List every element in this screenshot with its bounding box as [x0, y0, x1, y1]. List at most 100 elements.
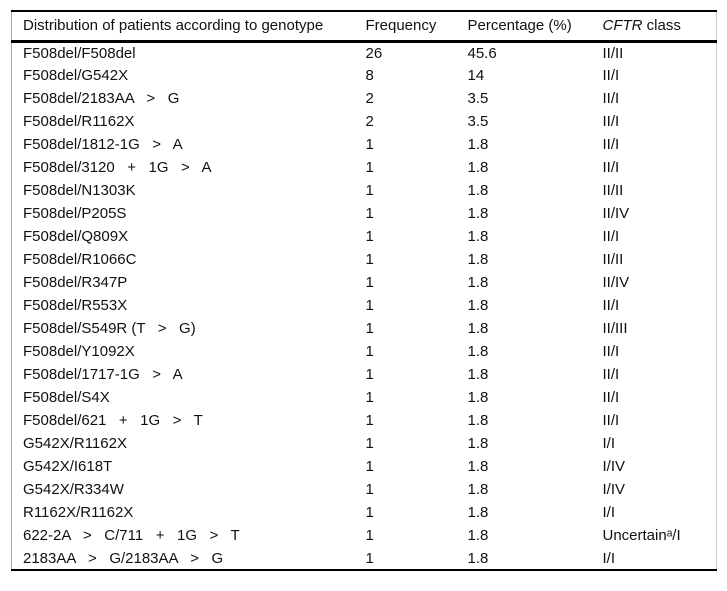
frequency-cell: 2: [365, 90, 374, 107]
frequency-cell: 26: [365, 44, 383, 62]
genotype-cell: F508del/N1303K: [23, 182, 136, 199]
table-row: F508del/Y1092X 1 1.8 II/I: [12, 340, 717, 363]
percentage-cell: 1.8: [467, 504, 489, 521]
percentage-cell: 1.8: [467, 205, 489, 222]
table-row: F508del/P205S 1 1.8 II/IV: [12, 202, 717, 225]
genotype-cell: G542X/I618T: [23, 458, 113, 475]
cftr-class-cell: II/I: [602, 412, 620, 429]
genotype-cell: F508del/R347P: [23, 274, 128, 291]
genotype-cell: F508del/621 + 1G > T: [23, 412, 203, 429]
cftr-class-cell: II/I: [602, 113, 620, 130]
table-row: R1162X/R1162X 1 1.8 I/I: [12, 501, 717, 524]
table-row: F508del/S549R (T > G) 1 1.8 II/III: [12, 317, 717, 340]
frequency-cell: 1: [365, 435, 374, 452]
table-row: F508del/F508del 26 45.6 II/II: [12, 41, 717, 64]
percentage-cell: 1.8: [467, 297, 489, 314]
cftr-class-cell: Uncertainᵃ/I: [602, 527, 681, 544]
genotype-cell: F508del/P205S: [23, 205, 127, 222]
percentage-cell: 1.8: [467, 435, 489, 452]
table-row: F508del/R553X 1 1.8 II/I: [12, 294, 717, 317]
percentage-cell: 1.8: [467, 481, 489, 498]
percentage-cell: 45.6: [467, 44, 497, 62]
table-row: G542X/I618T 1 1.8 I/IV: [12, 455, 717, 478]
cftr-class-cell: II/I: [602, 90, 620, 107]
genotype-cell: 622-2A > C/711 + 1G > T: [23, 527, 240, 544]
column-header-cftr-class: CFTR class: [603, 11, 717, 41]
cftr-class-cell: II/I: [602, 297, 620, 314]
table-row: F508del/R1162X 2 3.5 II/I: [12, 110, 717, 133]
frequency-cell: 1: [365, 366, 374, 383]
header-row: Distribution of patients according to ge…: [11, 11, 717, 41]
frequency-cell: 1: [365, 412, 374, 429]
cftr-class-cell: II/I: [602, 136, 620, 153]
cftr-class-cell: II/I: [602, 67, 620, 84]
percentage-cell: 1.8: [467, 412, 489, 429]
table-row: F508del/2183AA > G 2 3.5 II/I: [12, 87, 717, 110]
genotype-cell: F508del/R553X: [23, 297, 128, 314]
column-header-genotype: Distribution of patients according to ge…: [23, 17, 324, 35]
cftr-class-cell: I/I: [602, 504, 616, 521]
cftr-class-cell: II/II: [602, 251, 624, 268]
cftr-italic-label: CFTR: [602, 17, 643, 35]
cftr-class-cell: I/IV: [602, 481, 626, 498]
frequency-cell: 1: [365, 458, 374, 475]
percentage-cell: 3.5: [467, 90, 489, 107]
table-row: G542X/R334W 1 1.8 I/IV: [12, 478, 717, 501]
table-row: 622-2A > C/711 + 1G > T 1 1.8 Uncertainᵃ…: [12, 524, 717, 547]
frequency-cell: 1: [365, 527, 374, 544]
frequency-cell: 1: [365, 320, 374, 337]
frequency-cell: 1: [365, 136, 374, 153]
frequency-cell: 1: [365, 251, 374, 268]
genotype-cell: F508del/2183AA > G: [23, 90, 180, 107]
cftr-class-rest-label: class: [642, 17, 681, 35]
frequency-cell: 2: [365, 113, 374, 130]
cftr-class-cell: I/I: [602, 549, 616, 567]
cftr-class-cell: II/IV: [602, 205, 630, 222]
genotype-cell: F508del/1717-1G > A: [23, 366, 183, 383]
genotype-cell: F508del/1812-1G > A: [23, 136, 183, 153]
genotype-cell: F508del/R1162X: [23, 113, 135, 130]
table-row: F508del/1717-1G > A 1 1.8 II/I: [12, 363, 717, 386]
genotype-cell: F508del/S549R (T > G): [23, 320, 196, 337]
table-row: F508del/3120 + 1G > A 1 1.8 II/I: [12, 156, 717, 179]
percentage-cell: 1.8: [467, 366, 489, 383]
genotype-cell: F508del/F508del: [23, 44, 136, 62]
cftr-class-cell: II/I: [602, 159, 620, 176]
table-row: F508del/R1066C 1 1.8 II/II: [12, 248, 717, 271]
percentage-cell: 1.8: [467, 527, 489, 544]
table-row: F508del/S4X 1 1.8 II/I: [12, 386, 717, 409]
genotype-cell: F508del/G542X: [23, 67, 129, 84]
genotype-cell: F508del/3120 + 1G > A: [23, 159, 212, 176]
genotype-cell: 2183AA > G/2183AA > G: [23, 549, 224, 567]
frequency-cell: 1: [365, 182, 374, 199]
column-header-percentage: Percentage (%): [467, 17, 572, 35]
frequency-cell: 1: [365, 343, 374, 360]
frequency-cell: 1: [365, 159, 374, 176]
cftr-class-cell: I/I: [602, 435, 616, 452]
percentage-cell: 3.5: [467, 113, 489, 130]
frequency-cell: 8: [365, 67, 374, 84]
cftr-class-cell: II/I: [602, 389, 620, 406]
table-row: F508del/621 + 1G > T 1 1.8 II/I: [12, 409, 717, 432]
cftr-class-cell: II/I: [602, 343, 620, 360]
frequency-cell: 1: [365, 297, 374, 314]
percentage-cell: 1.8: [467, 549, 489, 567]
table-row: G542X/R1162X 1 1.8 I/I: [12, 432, 717, 455]
table-row: F508del/1812-1G > A 1 1.8 II/I: [12, 133, 717, 156]
percentage-cell: 1.8: [467, 136, 489, 153]
percentage-cell: 1.8: [467, 389, 489, 406]
frequency-cell: 1: [365, 389, 374, 406]
cftr-class-cell: II/IV: [602, 274, 630, 291]
frequency-cell: 1: [365, 504, 374, 521]
frequency-cell: 1: [365, 274, 374, 291]
percentage-cell: 1.8: [467, 458, 489, 475]
percentage-cell: 1.8: [467, 343, 489, 360]
table-row: F508del/N1303K 1 1.8 II/II: [12, 179, 717, 202]
cftr-class-cell: II/I: [602, 228, 620, 245]
percentage-cell: 1.8: [467, 274, 489, 291]
cftr-class-cell: II/II: [602, 44, 624, 62]
percentage-cell: 1.8: [467, 182, 489, 199]
table-row: F508del/R347P 1 1.8 II/IV: [12, 271, 717, 294]
genotype-cell: G542X/R1162X: [23, 435, 127, 452]
genotype-cell: G542X/R334W: [23, 481, 124, 498]
